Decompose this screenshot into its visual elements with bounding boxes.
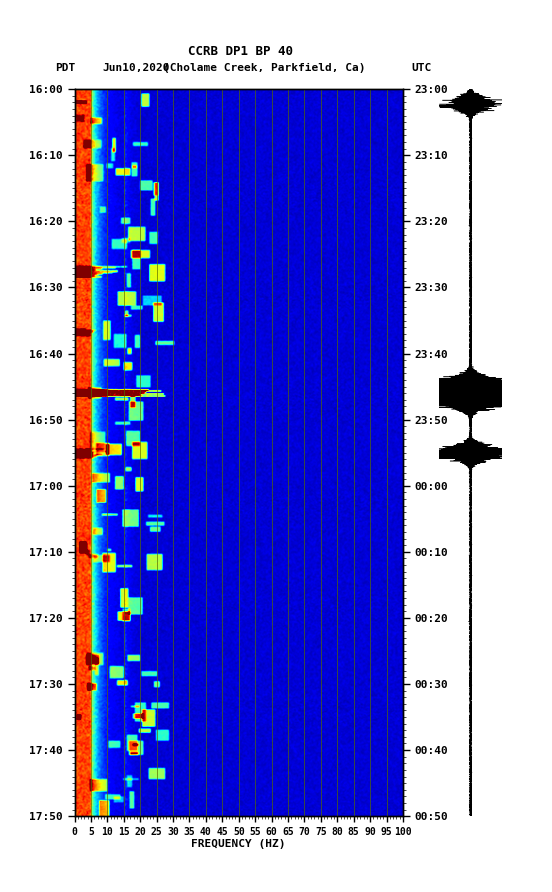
X-axis label: FREQUENCY (HZ): FREQUENCY (HZ) [192, 839, 286, 849]
Text: CCRB DP1 BP 40: CCRB DP1 BP 40 [188, 45, 293, 58]
Polygon shape [3, 9, 40, 37]
Text: (Cholame Creek, Parkfield, Ca): (Cholame Creek, Parkfield, Ca) [163, 63, 365, 73]
Text: Jun10,2020: Jun10,2020 [102, 63, 169, 73]
Text: PDT: PDT [55, 63, 76, 73]
Text: UTC: UTC [411, 63, 432, 73]
Text: USGS: USGS [40, 17, 64, 28]
